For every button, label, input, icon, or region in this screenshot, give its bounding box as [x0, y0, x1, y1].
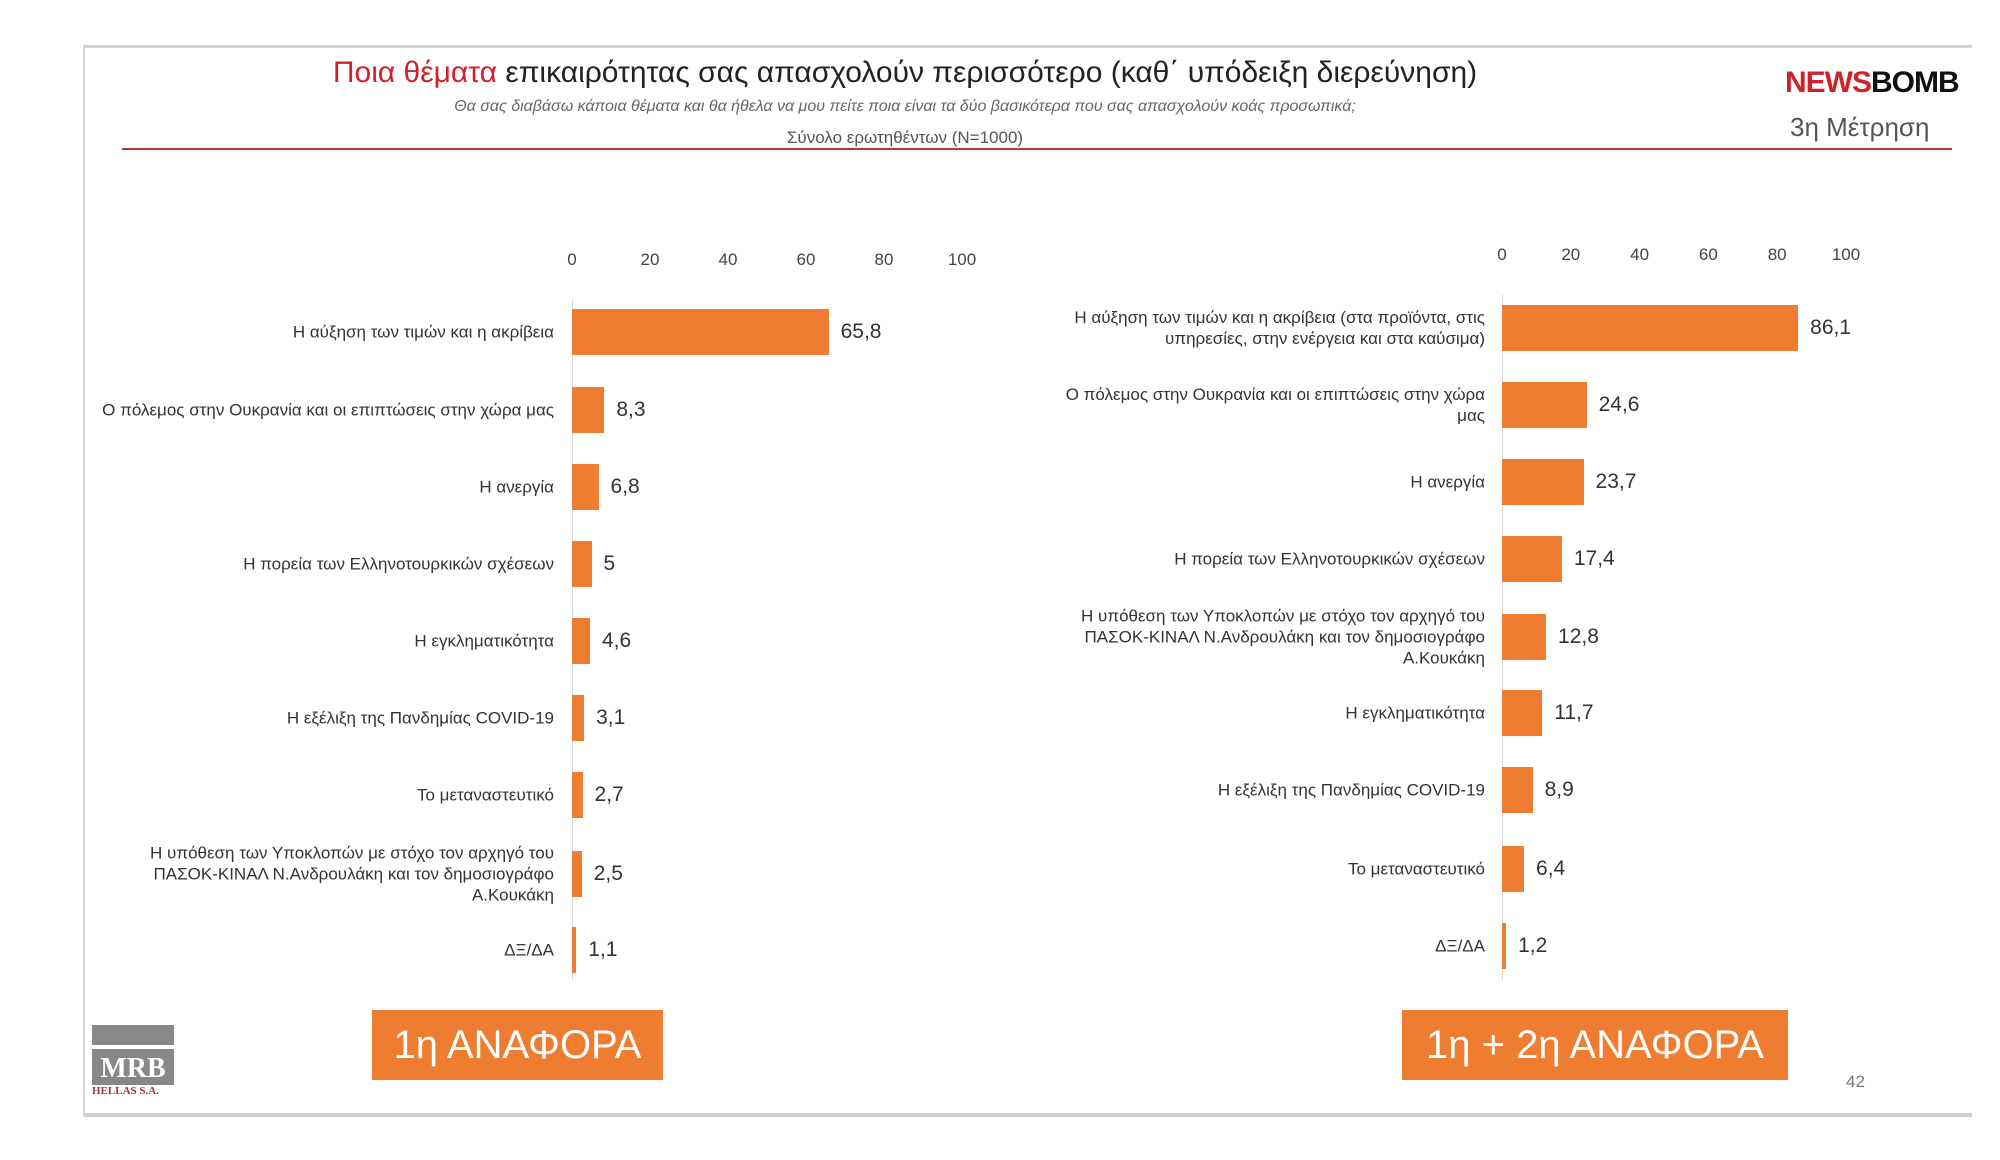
wave-label: 3η Μέτρηση: [1790, 112, 1930, 142]
bar: [1502, 459, 1584, 505]
bar: [1502, 305, 1799, 351]
category-label: Η ανεργία: [1410, 472, 1485, 492]
bar: [572, 541, 592, 587]
bar: [1502, 690, 1543, 736]
bar: [1502, 614, 1547, 660]
x-tick-label: 60: [1698, 245, 1718, 264]
data-label: 23,7: [1595, 470, 1637, 493]
category-label: ΔΞ/ΔΑ: [504, 940, 554, 960]
data-label: 6,4: [1536, 857, 1566, 880]
category-label: ΔΞ/ΔΑ: [1435, 936, 1485, 956]
slide-title: Ποια θέματα επικαιρότητας σας απασχολούν…: [0, 56, 1810, 90]
x-tick-label: 20: [640, 250, 660, 269]
data-label: 2,7: [594, 783, 624, 806]
x-tick-label: 80: [874, 250, 894, 269]
bar: [572, 618, 590, 664]
category-label: Η εξέλιξη της Πανδημίας COVID-19: [1217, 780, 1485, 800]
data-label: 65,8: [840, 320, 882, 343]
category-label: Η υπόθεση των Υποκλοπών με στόχο τον αρχ…: [150, 843, 554, 905]
x-tick-label: 100: [947, 250, 977, 269]
bar: [572, 309, 829, 355]
data-label: 17,4: [1573, 547, 1615, 570]
x-tick-label: 100: [1831, 245, 1861, 264]
combined-mention-label: 1η + 2η ΑΝΑΦΟΡΑ: [1402, 1010, 1788, 1080]
slide-frame: [83, 45, 1972, 1117]
bar: [1502, 536, 1562, 582]
category-label: Η ανεργία: [479, 477, 554, 497]
data-label: 4,6: [601, 629, 632, 652]
data-label: 5: [603, 552, 616, 575]
mrb-logo-sub: HELLAS S.A.: [92, 1085, 159, 1097]
category-label: Ο πόλεμος στην Ουκρανία και οι επιπτώσει…: [102, 400, 554, 420]
page-number: 42: [1846, 1072, 1865, 1091]
category-label: Η εγκληματικότητα: [1345, 703, 1485, 723]
data-label: 8,3: [616, 398, 646, 421]
data-label: 86,1: [1810, 316, 1852, 339]
bar: [572, 387, 605, 433]
logo-part: NEWS: [1785, 66, 1872, 99]
mrb-logo: MRB HELLAS S.A.: [92, 1025, 174, 1097]
question-text: Θα σας διαβάσω κάποια θέματα και θα ήθελ…: [454, 98, 1356, 115]
x-tick-label: 0: [567, 250, 577, 269]
x-tick-label: 20: [1561, 245, 1581, 264]
first-mention-label: 1η ΑΝΑΦΟΡΑ: [372, 1010, 663, 1080]
data-label: 1,1: [588, 938, 618, 961]
bar: [572, 772, 583, 818]
category-label: Ο πόλεμος στην Ουκρανία και οι επιπτώσει…: [1065, 385, 1485, 425]
category-label: Η εγκληματικότητα: [414, 631, 554, 651]
title-rest: επικαιρότητας σας απασχολούν περισσότερο…: [497, 56, 1478, 89]
bar: [1502, 382, 1587, 428]
category-label: Η αύξηση των τιμών και η ακρίβεια (στα π…: [1074, 308, 1485, 348]
bar: [572, 927, 577, 973]
sample-base: Σύνολο ερωτηθέντων (N=1000): [786, 128, 1024, 147]
bar: [572, 695, 585, 741]
mrb-logo-text: MRB: [92, 1049, 174, 1085]
x-tick-label: 60: [796, 250, 816, 269]
category-label: Η υπόθεση των Υποκλοπών με στόχο τον αρχ…: [1081, 606, 1485, 668]
title-divider: [122, 148, 1952, 150]
data-label: 11,7: [1554, 701, 1594, 724]
category-label: Το μεταναστευτικό: [416, 785, 554, 805]
data-label: 12,8: [1558, 625, 1599, 648]
category-label: Η αύξηση των τιμών και η ακρίβεια: [292, 322, 554, 342]
newsbomb-logo: NEWSBOMB: [1785, 66, 1960, 100]
data-label: 8,9: [1544, 778, 1574, 801]
category-label: Η εξέλιξη της Πανδημίας COVID-19: [286, 708, 554, 728]
category-label: Η πορεία των Ελληνοτουρκικών σχέσεων: [1174, 549, 1485, 569]
data-label: 24,6: [1598, 393, 1640, 416]
bar: [1502, 767, 1533, 813]
logo-bar: [92, 1025, 174, 1045]
data-label: 3,1: [596, 706, 626, 729]
data-label: 6,8: [610, 475, 640, 498]
category-label: Η πορεία των Ελληνοτουρκικών σχέσεων: [243, 554, 554, 574]
data-label: 2,5: [593, 862, 623, 885]
data-label: 1,2: [1518, 934, 1548, 957]
title-highlight: Ποια θέματα: [332, 56, 498, 89]
category-label: Το μεταναστευτικό: [1347, 859, 1485, 879]
bar: [572, 851, 582, 897]
logo-part: BOMB: [1871, 66, 1960, 99]
bar: [572, 464, 599, 510]
x-tick-label: 0: [1497, 245, 1507, 264]
bar: [1502, 846, 1525, 892]
bar: [1502, 923, 1507, 969]
x-tick-label: 40: [718, 250, 738, 269]
x-tick-label: 80: [1767, 245, 1787, 264]
x-tick-label: 40: [1630, 245, 1650, 264]
